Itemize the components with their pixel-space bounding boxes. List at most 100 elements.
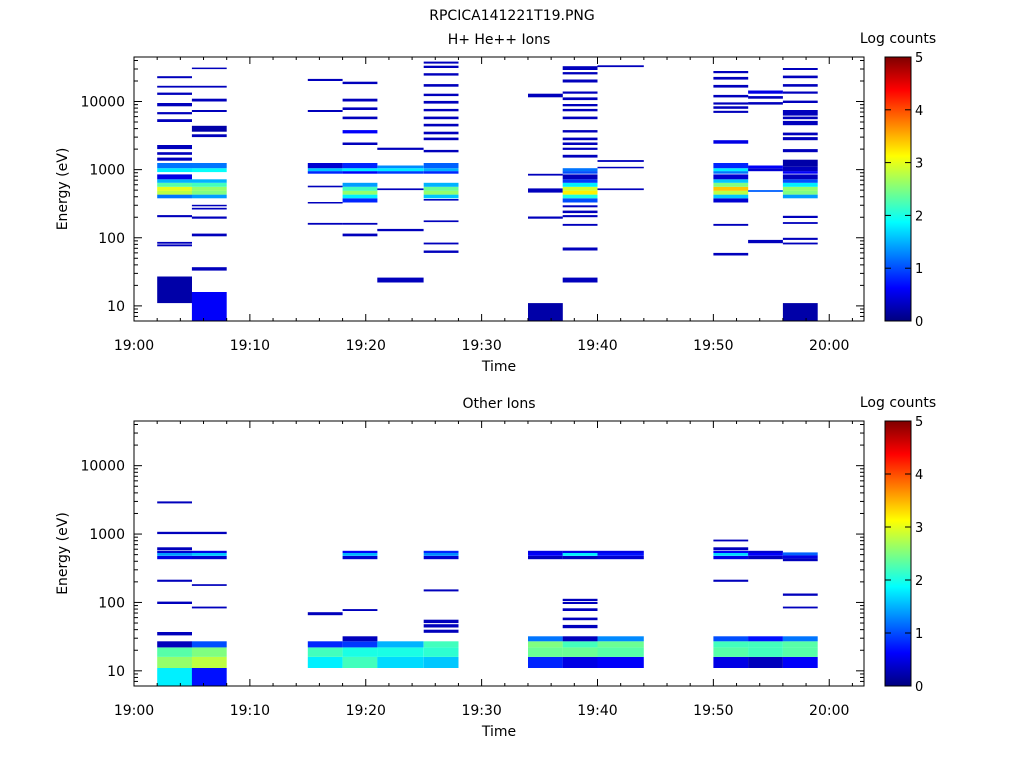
heatmap-cell — [423, 84, 459, 87]
heatmap-cell — [377, 165, 424, 169]
heatmap-cell — [782, 242, 818, 245]
heatmap-cell — [782, 149, 818, 153]
x-tick-label: 19:00 — [114, 338, 154, 354]
heatmap-cell — [342, 609, 378, 611]
heatmap-cell — [423, 123, 459, 127]
heatmap-cell — [597, 641, 644, 648]
heatmap-cell — [713, 186, 749, 191]
y-tick-label: 10000 — [80, 95, 125, 111]
heatmap-cell — [713, 252, 749, 256]
heatmap-cell — [562, 210, 598, 214]
colorbar-gradient — [884, 420, 912, 687]
heatmap-cell — [562, 647, 598, 657]
heatmap-cell — [562, 550, 598, 553]
heatmap-cell — [423, 552, 459, 556]
y-axis-label: Energy (eV) — [55, 148, 71, 231]
heatmap-cell — [307, 168, 343, 172]
heatmap-cell — [748, 550, 783, 553]
heatmap-cell — [377, 171, 424, 174]
heatmap-cell — [562, 186, 598, 191]
heatmap-cell — [562, 168, 598, 172]
heatmap-cell — [191, 168, 227, 173]
heatmap-cell — [157, 194, 192, 199]
heatmap-cell — [528, 636, 563, 642]
heatmap-cell — [157, 215, 192, 218]
heatmap-cell — [748, 555, 783, 560]
heatmap-cell — [782, 647, 818, 657]
x-axis-label: Time — [481, 359, 516, 375]
heatmap-cell — [191, 267, 227, 271]
heatmap-cell — [307, 171, 343, 174]
heatmap-cell — [191, 110, 227, 112]
colorbar: Log counts 0 1 2 3 4 5 — [860, 31, 936, 330]
heatmap-cell — [713, 163, 749, 169]
heatmap-cell — [597, 550, 644, 553]
heatmap-cell — [191, 531, 227, 535]
heatmap-cell — [713, 102, 749, 105]
heatmap-cell — [342, 168, 378, 172]
heatmap-cell — [157, 244, 192, 247]
heatmap-cell — [528, 550, 563, 553]
heatmap-cell — [528, 216, 563, 219]
heatmap-cell — [191, 647, 227, 657]
x-tick-label: 19:20 — [346, 338, 386, 354]
heatmap-cell — [597, 188, 644, 191]
heatmap-cell — [423, 100, 459, 104]
heatmap-cell — [191, 163, 227, 169]
heatmap-cell — [562, 154, 598, 158]
colorbar-tick-label: 3 — [915, 157, 923, 172]
y-axis-label: Energy (eV) — [55, 512, 71, 595]
heatmap-cell — [191, 186, 227, 191]
heatmap-cell — [528, 555, 563, 560]
heatmap-cell — [597, 552, 644, 556]
heatmap-cell — [191, 552, 227, 556]
heatmap-cell — [713, 579, 749, 582]
colorbar-tick-label: 5 — [915, 415, 923, 430]
x-tick-label: 19:50 — [693, 338, 733, 354]
x-tick-label: 19:10 — [230, 338, 270, 354]
colorbar-tick-label: 2 — [915, 209, 923, 224]
heatmap-cell — [423, 647, 459, 657]
heatmap-cell — [782, 237, 818, 240]
heatmap-cell — [713, 174, 749, 180]
heatmap-cell — [157, 119, 192, 122]
heatmap-cell — [191, 179, 227, 183]
colorbar-tick-label: 3 — [915, 521, 923, 536]
heatmap-cell — [782, 91, 818, 94]
heatmap-cell — [191, 606, 227, 609]
heatmap-cell — [191, 233, 227, 237]
heatmap-cell — [782, 159, 818, 167]
heatmap-cell — [191, 555, 227, 560]
heatmap-cell — [562, 130, 598, 133]
heatmap-cell — [191, 216, 227, 219]
heatmap-cell — [713, 140, 749, 144]
heatmap-cell — [307, 222, 343, 225]
heatmap-cell — [713, 71, 749, 74]
heatmap-cell — [713, 539, 749, 542]
heatmap-cell — [748, 239, 783, 242]
colorbar-tick-label: 4 — [915, 468, 923, 483]
heatmap-cell — [342, 116, 378, 120]
heatmap-cell — [597, 636, 644, 642]
heatmap-cell — [713, 656, 749, 668]
heatmap-cell — [423, 641, 459, 648]
heatmap-cell — [562, 147, 598, 150]
heatmap-cell — [528, 93, 563, 98]
heatmap-cell — [307, 641, 343, 648]
heatmap-cell — [713, 550, 749, 553]
heatmap-cell — [782, 84, 818, 87]
colorbar-label: Log counts — [860, 395, 936, 411]
colorbar-label: Log counts — [860, 31, 936, 47]
heatmap-cell — [748, 190, 783, 192]
heatmap-cell — [748, 636, 783, 642]
heatmap-cell — [423, 186, 459, 191]
heatmap-cell — [782, 552, 818, 556]
heatmap-cell — [562, 247, 598, 251]
heatmap-cell — [562, 171, 598, 174]
heatmap-cell — [423, 73, 459, 76]
heatmap-cell — [377, 228, 424, 232]
heatmap-cell — [307, 78, 343, 81]
heatmap-cell — [562, 641, 598, 648]
heatmap-cell — [782, 120, 818, 126]
